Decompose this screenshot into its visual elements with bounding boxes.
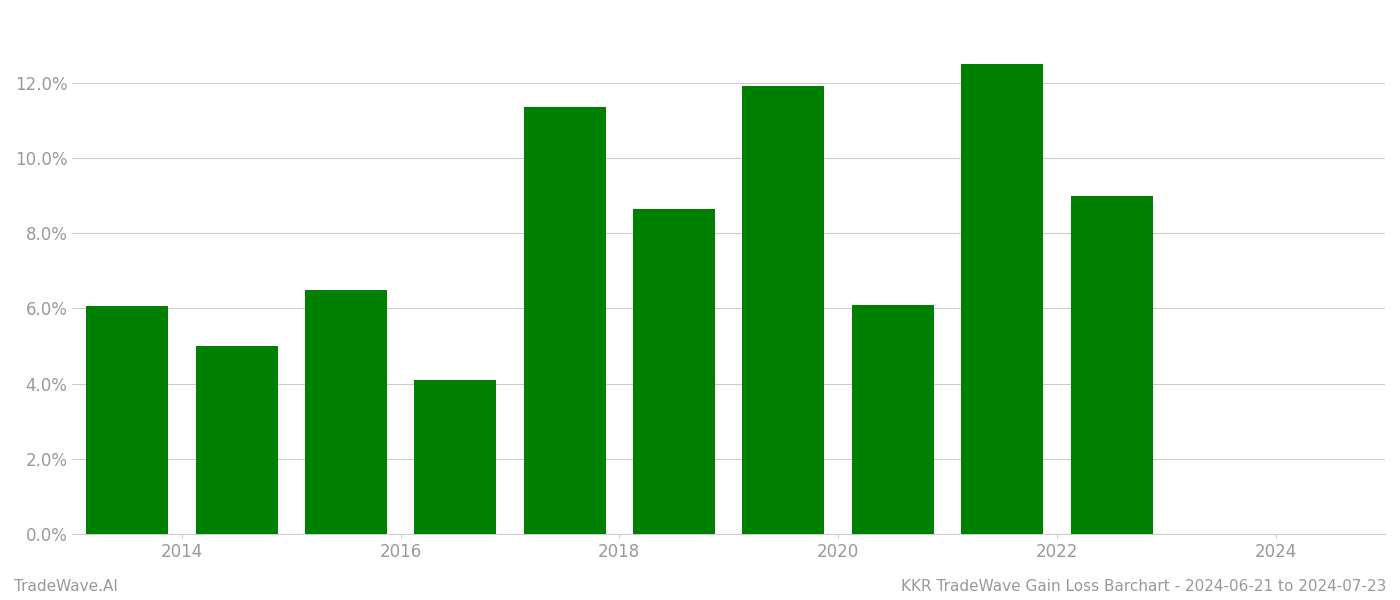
Bar	[851, 305, 934, 534]
Bar	[1071, 196, 1152, 534]
Text: KKR TradeWave Gain Loss Barchart - 2024-06-21 to 2024-07-23: KKR TradeWave Gain Loss Barchart - 2024-…	[900, 579, 1386, 594]
Bar	[87, 307, 168, 534]
Bar	[742, 86, 825, 534]
Bar	[414, 380, 497, 534]
Text: TradeWave.AI: TradeWave.AI	[14, 579, 118, 594]
Bar	[633, 209, 715, 534]
Bar	[196, 346, 277, 534]
Bar	[305, 290, 386, 534]
Bar	[962, 64, 1043, 534]
Bar	[524, 107, 606, 534]
